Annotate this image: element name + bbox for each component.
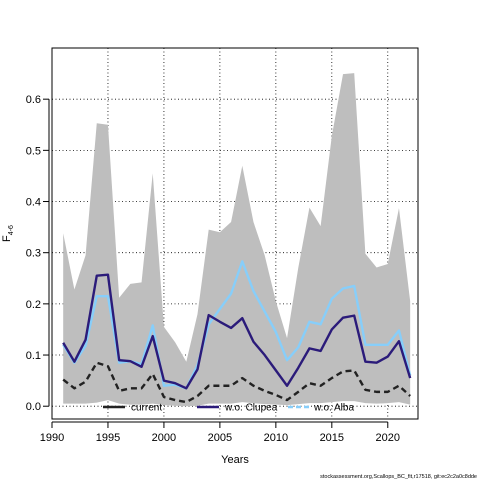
confidence-band-layer [63,73,411,407]
x-tick-label: 2005 [208,432,232,444]
y-axis-title-subscript: 4-6 [8,225,15,235]
y-tick-label: 0.6 [26,94,41,106]
y-axis-title-main: F [1,235,13,242]
x-tick-label: 1995 [96,432,120,444]
x-tick-label: 2015 [320,432,344,444]
series-line-current [62,361,411,404]
series-line-w-o-alba [62,260,412,390]
y-tick-label: 0.1 [26,350,41,362]
x-tick-label: 2010 [264,432,288,444]
confidence-band [63,73,411,407]
x-tick-label: 2000 [152,432,176,444]
x-tick-label: 1990 [40,432,64,444]
credit-text: stockassessment.org,Scallops_BC_fit,r175… [320,474,477,480]
y-tick-label: 0.2 [26,299,41,311]
legend: current w.o. Clupea w.o. Alba [103,403,354,414]
y-tick-label: 0.0 [26,401,41,413]
plot-frame [51,47,419,420]
y-axis-title: F4-6 [1,225,15,242]
legend-label: w.o. Clupea [224,403,278,414]
series-layer [62,260,412,404]
y-tick-label: 0.3 [26,248,41,260]
x-axis: 1990 1995 2000 2005 2010 2015 2020 [40,421,400,444]
x-axis-title: Years [221,454,249,466]
legend-label: w.o. Alba [313,403,354,414]
x-tick-label: 2020 [376,432,400,444]
y-axis: 0.0 0.1 0.2 0.3 0.4 0.5 0.6 [26,94,50,413]
series-line-w-o-clupea [62,273,412,390]
y-tick-label: 0.4 [26,197,41,209]
legend-label: current [131,403,162,414]
y-tick-label: 0.5 [26,145,41,157]
